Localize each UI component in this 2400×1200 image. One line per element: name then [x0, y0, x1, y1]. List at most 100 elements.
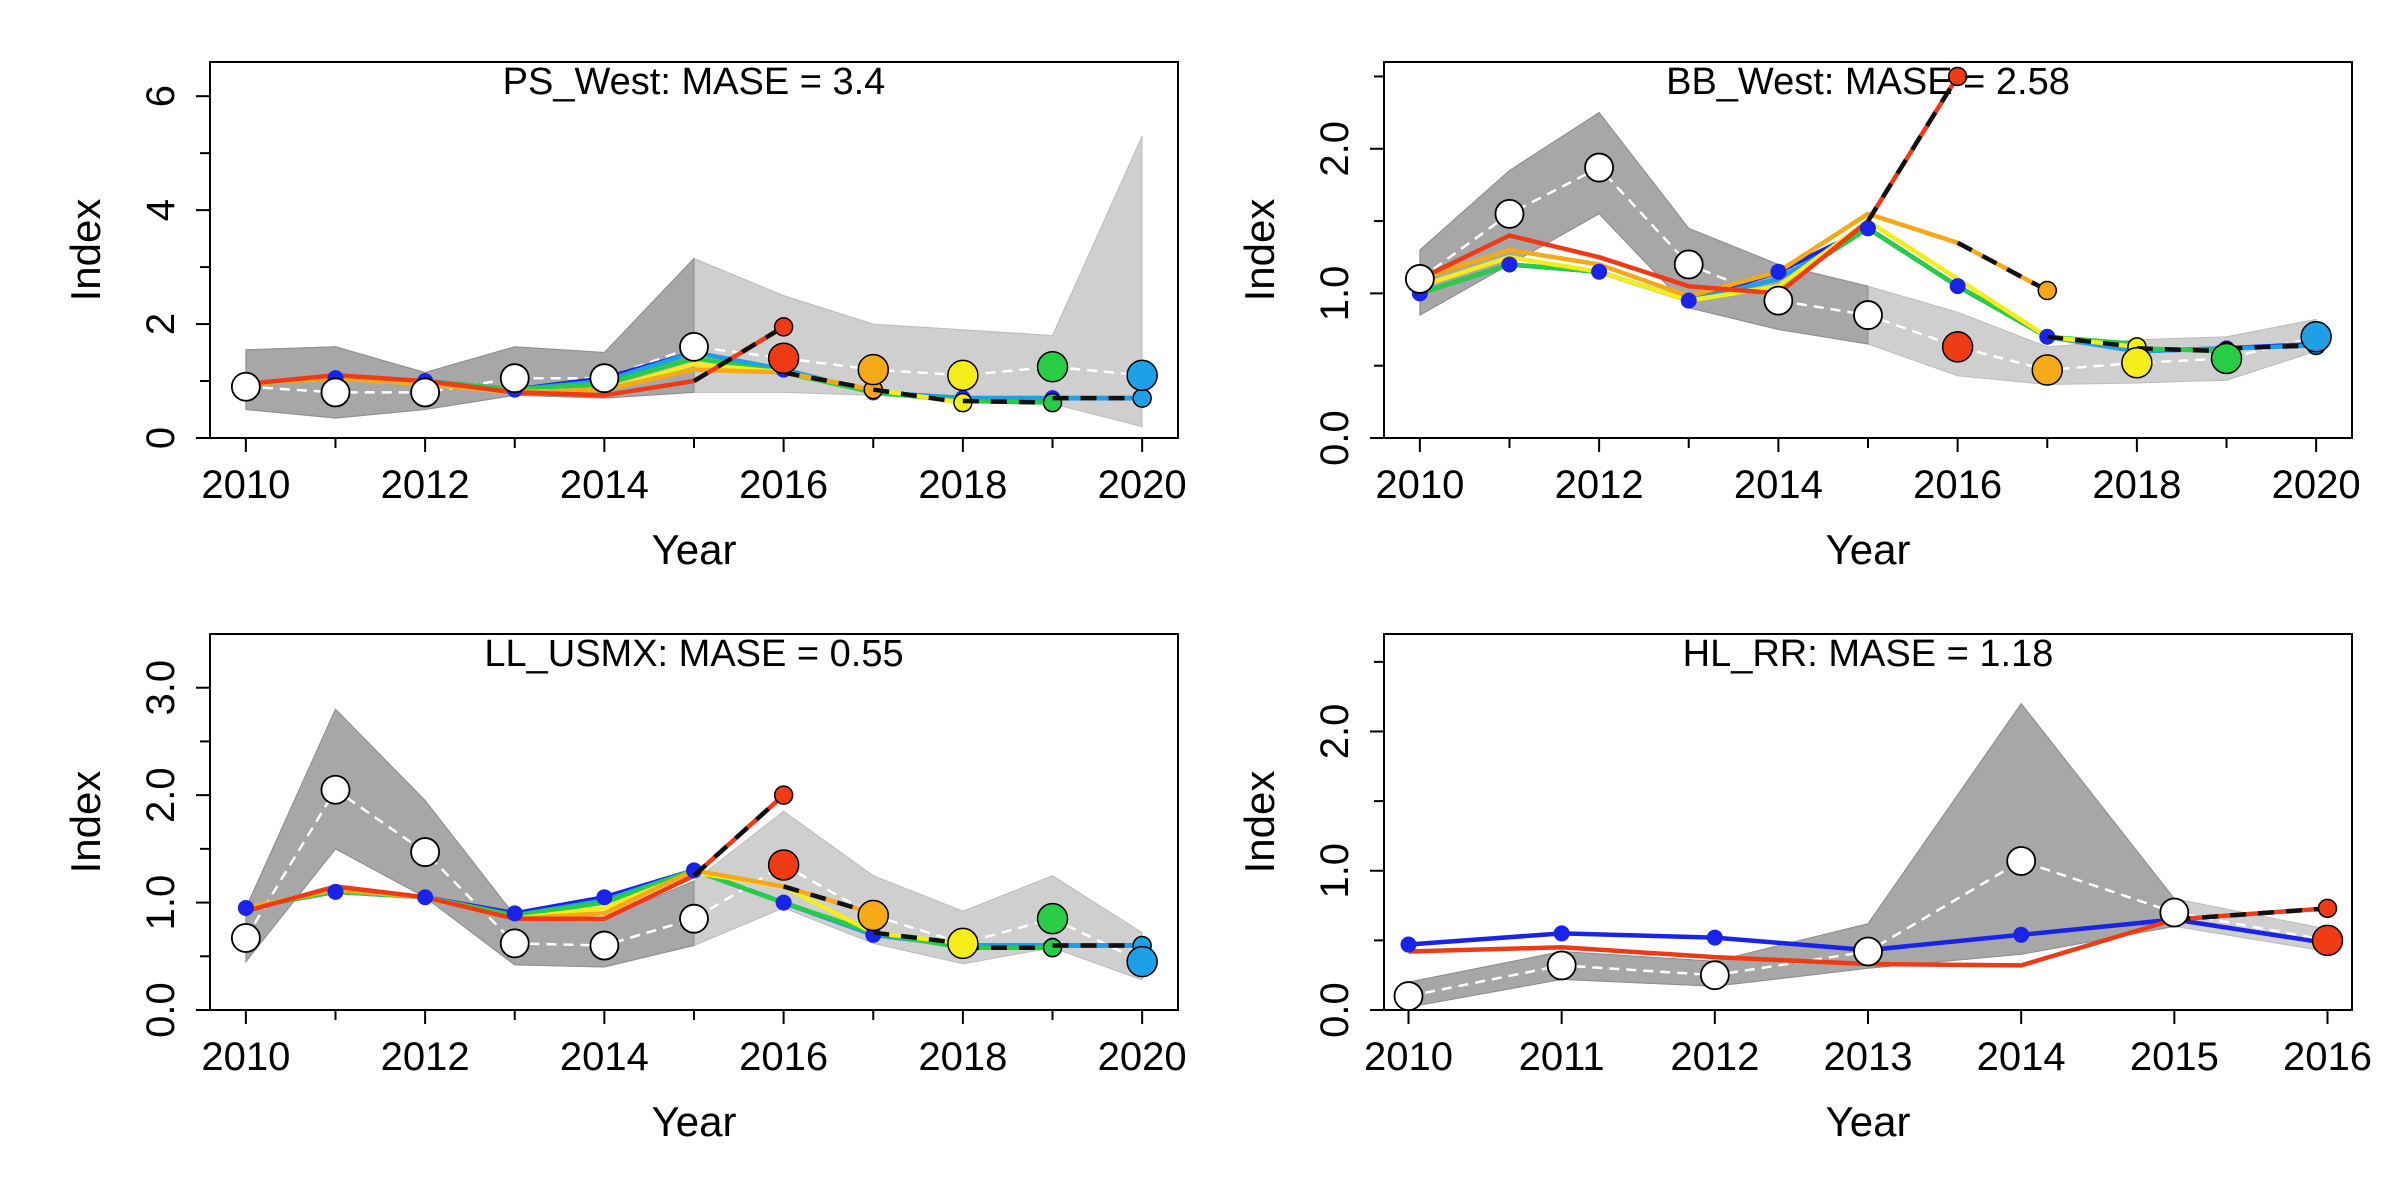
observed-point: [1584, 152, 1615, 183]
observed-point: [499, 928, 530, 959]
y-tick-label: 0.0: [1313, 410, 1357, 466]
fitted-line-2: [1408, 917, 2175, 968]
fitted-point: [1706, 929, 1723, 946]
fitted-point: [2013, 926, 2030, 943]
holdout-observed-point: [1036, 351, 1069, 383]
predicted-point: [2037, 280, 2058, 301]
holdout-observed-point: [857, 899, 890, 932]
x-axis-label: Year: [652, 1098, 737, 1145]
holdout-observed-point: [2031, 354, 2064, 386]
holdout-observed-point: [1941, 331, 1974, 363]
observed-point: [320, 774, 351, 805]
holdout-observed-point: [2300, 321, 2332, 353]
holdout-observed-point: [947, 359, 979, 392]
x-tick-label: 2016: [1913, 463, 2002, 507]
x-tick-label: 2014: [1977, 1035, 2066, 1079]
observed-point: [1546, 950, 1577, 981]
fitted-point: [596, 889, 613, 906]
observed-index-line: [245, 345, 1143, 394]
x-axis-label: Year: [1826, 526, 1911, 573]
predicted-point: [1947, 66, 1968, 87]
observed-point: [410, 377, 441, 408]
fitted-point: [1860, 220, 1876, 237]
holdout-observed-point: [767, 342, 800, 374]
y-axis-label: Index: [1236, 199, 1283, 302]
x-tick-label: 2010: [201, 1035, 290, 1079]
prediction-dash: [2174, 906, 2328, 922]
prediction-dash: [2047, 334, 2138, 350]
observed-index-line: [244, 788, 1143, 963]
prediction-dash: [692, 324, 785, 383]
x-tick-label: 2020: [1098, 463, 1187, 507]
x-tick-label: 2012: [381, 463, 470, 507]
observed-point: [1853, 300, 1883, 330]
fitted-line-6: [245, 373, 695, 398]
y-tick-label: 4: [139, 199, 183, 221]
x-tick-label: 2020: [2272, 463, 2361, 507]
x-tick-label: 2011: [1519, 1035, 1605, 1079]
chart-panel-1: 2010 2012 2014 2016 2018 2020 0 2 4 6 PS_West: MAS…: [62, 61, 1187, 573]
chart-panel-2: 2010 2012 2014 2016 2018 2020 0.0 1.0 2.0 BB_West…: [1236, 61, 2361, 573]
prediction-dash: [962, 398, 1053, 405]
observed-point: [230, 923, 261, 953]
predicted-point: [2317, 898, 2338, 919]
observed-point: [1853, 936, 1883, 967]
x-tick-label: 2010: [1364, 1035, 1453, 1079]
y-tick-label: 1.0: [1313, 843, 1357, 899]
chart-panel-4: 2010 2011 2012 2013 2014 2015 2016 0.0 1.0 2.0 HL_…: [1236, 633, 2372, 1145]
y-tick-label: 1.0: [139, 875, 183, 931]
fitted-line-6: [245, 873, 695, 921]
observed-point: [1393, 981, 1424, 1011]
observed-point: [410, 837, 441, 867]
chart-title: HL_RR: MASE = 1.18: [1683, 633, 2054, 675]
fitted-point: [1553, 925, 1570, 942]
y-tick-label: 3.0: [139, 660, 183, 716]
prediction-dash: [2136, 346, 2227, 354]
x-tick-label: 2010: [201, 463, 290, 507]
x-axis-label: Year: [652, 526, 737, 573]
fitted-line-6: [1418, 219, 1870, 296]
observed-point: [1673, 249, 1704, 280]
observed-point: [1404, 264, 1435, 294]
observed-point: [589, 930, 620, 961]
x-tick-label: 2016: [2283, 1035, 2372, 1079]
y-tick-label: 6: [139, 85, 183, 107]
holdout-observed-point: [947, 927, 979, 960]
x-tick-label: 2018: [918, 1035, 1007, 1079]
y-tick-label: 2.0: [1313, 704, 1357, 760]
holdout-observed-point: [2121, 347, 2153, 379]
holdout-observed-point: [2311, 924, 2344, 957]
x-tick-label: 2014: [1734, 463, 1823, 507]
holdout-observed-point: [2210, 342, 2243, 375]
ci-band-dark: [245, 257, 695, 419]
holdout-observed-point: [857, 353, 890, 386]
holdout-observed-point: [767, 849, 800, 881]
x-tick-label: 2012: [1670, 1035, 1759, 1079]
x-tick-label: 2014: [560, 1035, 649, 1079]
y-axis-label: Index: [1236, 771, 1283, 874]
observed-point: [499, 363, 530, 394]
ci-band-dark: [1419, 111, 1869, 345]
prediction-dash: [1956, 240, 2049, 293]
x-tick-label: 2010: [1375, 463, 1464, 507]
chart-panel-3: 2010 2012 2014 2016 2018 2020 0.0 1.0 2.0 3.0 LL_U…: [62, 633, 1187, 1145]
observed-point: [1699, 960, 1730, 991]
observed-point: [320, 377, 351, 408]
observed-point: [2159, 897, 2190, 928]
x-tick-label: 2018: [2092, 463, 2181, 507]
observed-point: [679, 903, 709, 934]
fitted-point: [327, 883, 344, 900]
x-tick-label: 2012: [1555, 463, 1644, 507]
x-tick-label: 2015: [2130, 1035, 2219, 1079]
x-tick-label: 2016: [739, 463, 828, 507]
predicted-point: [773, 317, 794, 337]
observed-point: [589, 363, 620, 394]
y-tick-label: 2.0: [139, 767, 183, 823]
prediction-dash: [782, 884, 874, 916]
y-tick-label: 2.0: [1313, 121, 1357, 177]
prediction-dash: [692, 793, 786, 878]
prediction-dash: [872, 930, 964, 946]
fitted-point: [506, 905, 523, 922]
holdout-observed-point: [1126, 359, 1158, 392]
